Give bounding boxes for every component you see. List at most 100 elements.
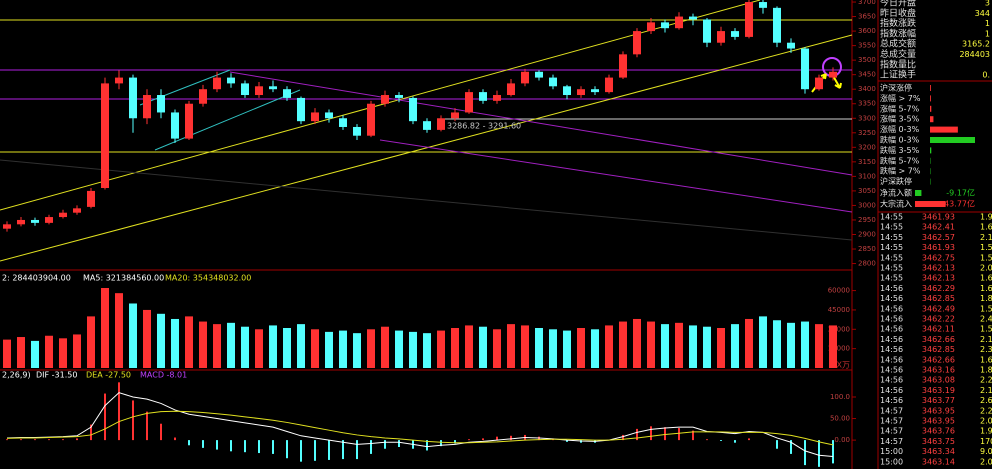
volume-bar [17, 337, 25, 368]
candle-body [73, 208, 81, 213]
annotation: 3286.82 - 3291.60 [447, 122, 521, 131]
flow-bar [915, 201, 946, 207]
breadth-label: 涨幅 > 7% [880, 93, 921, 103]
volume-bar [353, 333, 361, 368]
volume-bar [689, 325, 697, 368]
candle-body [367, 103, 375, 136]
volume-bar [829, 325, 837, 368]
volume-bar [815, 324, 823, 368]
candle-body [87, 190, 95, 207]
trade-time: 15:00 [880, 457, 903, 466]
summary-value: 1 [985, 29, 990, 38]
macd-header: DIF -31.50 [36, 371, 77, 380]
candle-body [507, 83, 515, 96]
candle-body [465, 92, 473, 113]
macd-tick-label: 0.00 [834, 436, 850, 444]
flow-bar [915, 190, 922, 196]
breadth-bar [930, 85, 931, 91]
candle-body [549, 77, 557, 87]
trade-time: 14:55 [880, 223, 903, 232]
candle-body [521, 71, 529, 84]
trade-price: 3462.66 [922, 355, 955, 364]
channel-line [154, 89, 301, 151]
trade-time: 14:56 [880, 294, 903, 303]
candle-body [59, 212, 67, 218]
volume-bar [227, 322, 235, 368]
price-tick-label: 2800 [858, 260, 876, 268]
candle-body [689, 16, 697, 20]
breadth-bar [930, 105, 932, 112]
trade-price: 3462.41 [922, 223, 955, 232]
summary-label: 指数涨跌 [880, 17, 916, 29]
candle-body [325, 112, 333, 119]
summary-value: 1 [985, 19, 990, 28]
trade-volume: 2.2 [980, 406, 992, 415]
volume-bar [563, 330, 571, 368]
summary-label: 昨日收盘 [880, 7, 916, 19]
trade-time: 14:55 [880, 264, 903, 273]
volume-tick-label: 60000 [828, 287, 850, 295]
price-tick-label: 3550 [858, 42, 876, 50]
trade-time: 14:56 [880, 366, 903, 375]
candle-body [815, 77, 823, 90]
candle-body [647, 22, 655, 32]
trade-price: 3463.76 [922, 427, 955, 436]
candle-body [605, 77, 613, 93]
candle-body [493, 95, 501, 101]
macd-header: DEA -27.50 [86, 371, 131, 380]
volume-bar [325, 331, 333, 368]
candle-body [45, 217, 53, 223]
trade-price: 3462.57 [922, 233, 955, 242]
trade-volume: 1.6 [980, 223, 992, 232]
flow-label: 大宗流入 [880, 199, 912, 209]
candle-body [227, 77, 235, 84]
trade-price: 3463.75 [922, 437, 955, 446]
volume-bar [3, 339, 11, 368]
volume-bar [661, 324, 669, 368]
macd-tick-label: 50.00 [830, 415, 850, 423]
trade-price: 3463.14 [922, 457, 955, 466]
trade-price: 3463.19 [922, 386, 955, 395]
volume-bar [115, 293, 123, 368]
breadth-label: 沪深跌停 [880, 176, 912, 186]
trade-volume: 1.6 [980, 355, 992, 364]
trend-line [0, 0, 761, 211]
volume-header: MA20: 354348032.00 [165, 274, 251, 283]
volume-bar [157, 313, 165, 368]
volume-bar [87, 316, 95, 368]
trade-price: 3462.29 [922, 284, 955, 293]
candle-body [101, 83, 109, 188]
trade-volume: 1.6 [980, 274, 992, 283]
trade-volume: 2.2 [980, 376, 992, 385]
candle-body [395, 95, 403, 98]
volume-bar [633, 318, 641, 368]
volume-bar [395, 330, 403, 368]
breadth-bar [930, 116, 934, 123]
breadth-label: 跌幅 > 7% [880, 166, 921, 176]
volume-bar [241, 326, 249, 368]
breadth-label: 涨幅 5-7% [880, 103, 920, 113]
trade-time: 14:57 [880, 427, 903, 436]
trade-time: 14:55 [880, 243, 903, 252]
candle-body [703, 19, 711, 43]
summary-value: 3165.2 [962, 40, 990, 49]
volume-bar [507, 324, 515, 368]
trade-time: 14:55 [880, 274, 903, 283]
trade-price: 3461.93 [922, 213, 955, 222]
volume-bar [213, 324, 221, 368]
volume-tick-label: 30000 [828, 325, 850, 333]
volume-bar [73, 334, 81, 368]
trade-price: 3463.95 [922, 406, 955, 415]
trade-time: 14:56 [880, 355, 903, 364]
trade-time: 14:57 [880, 406, 903, 415]
volume-bar [45, 335, 53, 368]
trade-volume: 1.6 [980, 284, 992, 293]
breadth-bar [930, 95, 931, 102]
volume-bar [465, 325, 473, 368]
trade-volume: 1.5 [980, 325, 992, 334]
candle-body [353, 126, 361, 136]
volume-bar [759, 316, 767, 368]
trade-price: 3462.13 [922, 274, 955, 283]
trade-volume: 1.8 [980, 366, 992, 375]
trade-price: 3462.49 [922, 304, 955, 313]
